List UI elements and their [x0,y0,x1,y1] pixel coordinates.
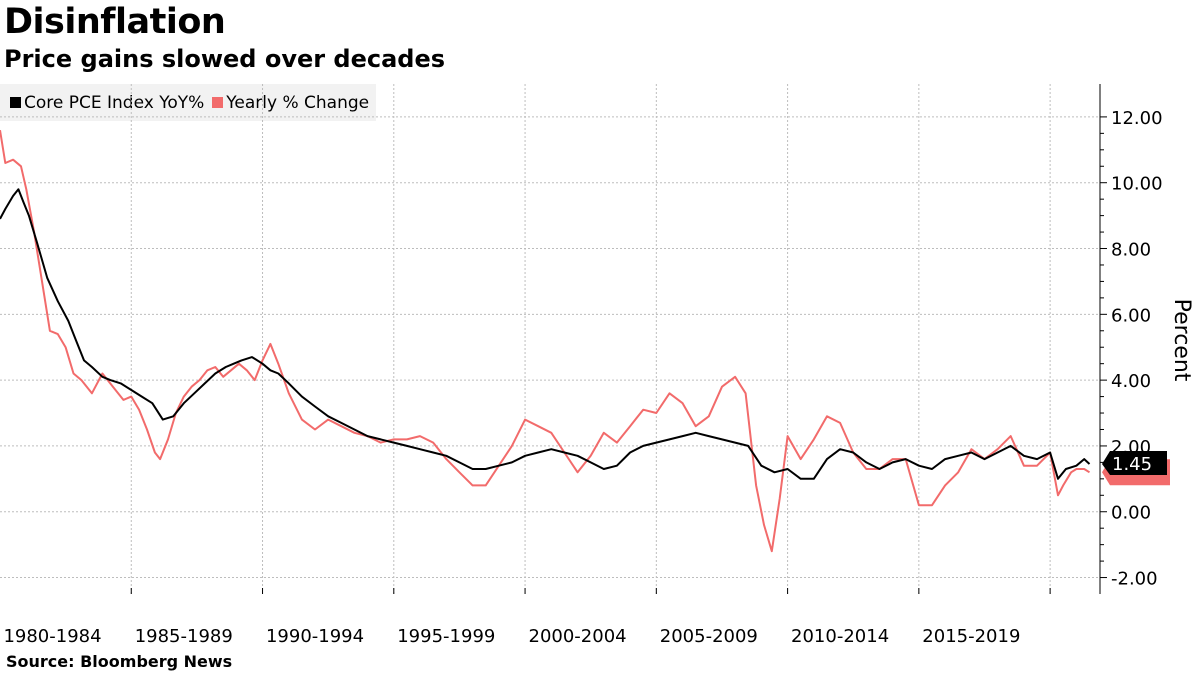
legend-swatch-core-pce [10,97,21,108]
x-tick-label: 2010-2014 [791,626,889,647]
x-tick-label: 1995-1999 [397,626,495,647]
y-tick-label: 4.00 [1111,371,1151,392]
series-lines [0,129,1091,553]
x-tick-label: 2000-2004 [529,626,627,647]
source-note: Source: Bloomberg News [6,652,233,671]
y-tick-label: 12.00 [1111,108,1163,129]
legend-item-yearly-change: Yearly % Change [212,93,369,113]
y-tick-label: 0.00 [1111,503,1151,524]
chart-subtitle: Price gains slowed over decades [4,45,446,73]
legend: Core PCE Index YoY% Yearly % Change [0,84,376,121]
last-value-label: 1.45 [1112,454,1152,475]
x-tick-label: 1985-1989 [135,626,233,647]
legend-label-yearly-change: Yearly % Change [226,92,370,113]
y-tick-label: -2.00 [1111,569,1158,590]
legend-label-core-pce: Core PCE Index YoY% [24,92,205,113]
x-axis: 1980-1984 1985-1989 1990-1994 1995-1999 2000… [3,588,1051,647]
y-axis-label: Percent [1169,299,1194,382]
legend-swatch-yearly-change [212,97,224,108]
x-tick-label: 1990-1994 [266,626,364,647]
legend-item-core-pce: Core PCE Index YoY% [10,93,204,113]
series-line-yearly-change [0,129,1091,553]
y-tick-label: 10.00 [1111,174,1163,195]
x-tick-label: 1980-1984 [3,626,101,647]
x-tick-label: 2015-2019 [922,626,1020,647]
chart-title: Disinflation [4,2,226,42]
x-tick-label: 2005-2009 [660,626,758,647]
y-tick-label: 8.00 [1111,240,1151,261]
series-line-core-pce [0,188,1091,480]
last-value-marker: 1.45 [1102,451,1170,486]
y-tick-label: 6.00 [1111,305,1151,326]
last-value-tag-core-pce [1102,451,1167,476]
grid-lines [0,84,1100,594]
